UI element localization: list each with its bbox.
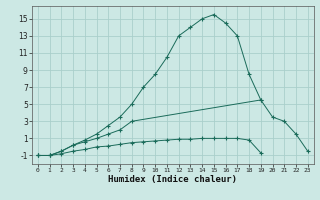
X-axis label: Humidex (Indice chaleur): Humidex (Indice chaleur) [108, 175, 237, 184]
